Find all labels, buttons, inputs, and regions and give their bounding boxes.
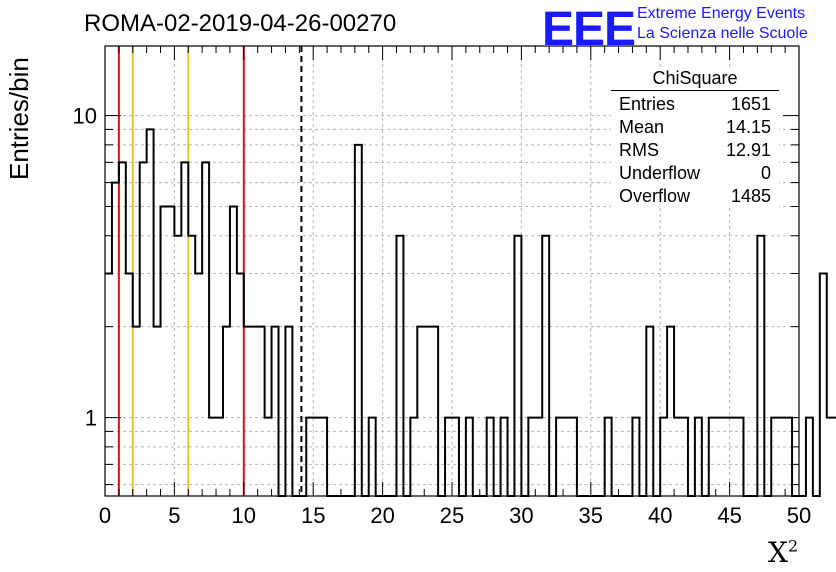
stat-row-entries: Entries 1651 xyxy=(611,93,779,116)
x-tick-label: 40 xyxy=(648,503,672,528)
axis-tick-labels: 0 5 10 15 20 25 30 35 40 45 50 1 10 xyxy=(73,104,812,528)
x-tick-label: 45 xyxy=(717,503,741,528)
x-tick-label: 50 xyxy=(787,503,811,528)
stat-value: 1485 xyxy=(730,186,771,206)
logo-line-2: La Scienza nelle Scuole xyxy=(637,25,808,42)
eee-logo: EEE xyxy=(542,3,636,56)
x-axis-label-superscript: 2 xyxy=(787,536,799,556)
stat-value: 12.91 xyxy=(725,140,771,160)
stat-row-overflow: Overflow 1485 xyxy=(611,185,779,208)
stat-row-mean: Mean 14.15 xyxy=(611,116,779,139)
x-tick-label: 10 xyxy=(232,503,256,528)
x-tick-label: 20 xyxy=(370,503,394,528)
stat-label: Mean xyxy=(619,117,665,137)
stat-label: Overflow xyxy=(619,186,691,206)
histogram-line xyxy=(105,128,836,497)
stat-value: 14.15 xyxy=(725,117,771,137)
stats-title: ChiSquare xyxy=(611,68,779,91)
stat-value: 0 xyxy=(760,163,771,183)
stat-row-underflow: Underflow 0 xyxy=(611,162,779,185)
x-axis-label: X2 xyxy=(768,536,798,569)
logo-line-1: Extreme Energy Events xyxy=(637,5,806,22)
stat-row-rms: RMS 12.91 xyxy=(611,139,779,162)
y-tick-label: 10 xyxy=(73,104,97,129)
x-tick-label: 30 xyxy=(509,503,533,528)
stats-box: ChiSquare Entries 1651 Mean 14.15 RMS 12… xyxy=(611,68,779,208)
axis-ticks xyxy=(104,46,800,496)
x-tick-label: 5 xyxy=(168,503,180,528)
x-tick-label: 15 xyxy=(301,503,325,528)
stat-label: Underflow xyxy=(619,163,701,183)
x-tick-label: 0 xyxy=(99,503,111,528)
stat-value: 1651 xyxy=(730,94,771,114)
x-tick-label: 35 xyxy=(579,503,603,528)
stat-label: RMS xyxy=(619,140,659,160)
x-tick-label: 25 xyxy=(440,503,464,528)
stat-label: Entries xyxy=(619,94,676,114)
y-tick-label: 1 xyxy=(85,406,97,431)
x-axis-label-symbol: X xyxy=(768,536,788,569)
y-axis-label: Entries/bin xyxy=(4,57,34,180)
plot-title: ROMA-02-2019-04-26-00270 xyxy=(84,10,397,37)
reference-lines xyxy=(117,46,303,496)
